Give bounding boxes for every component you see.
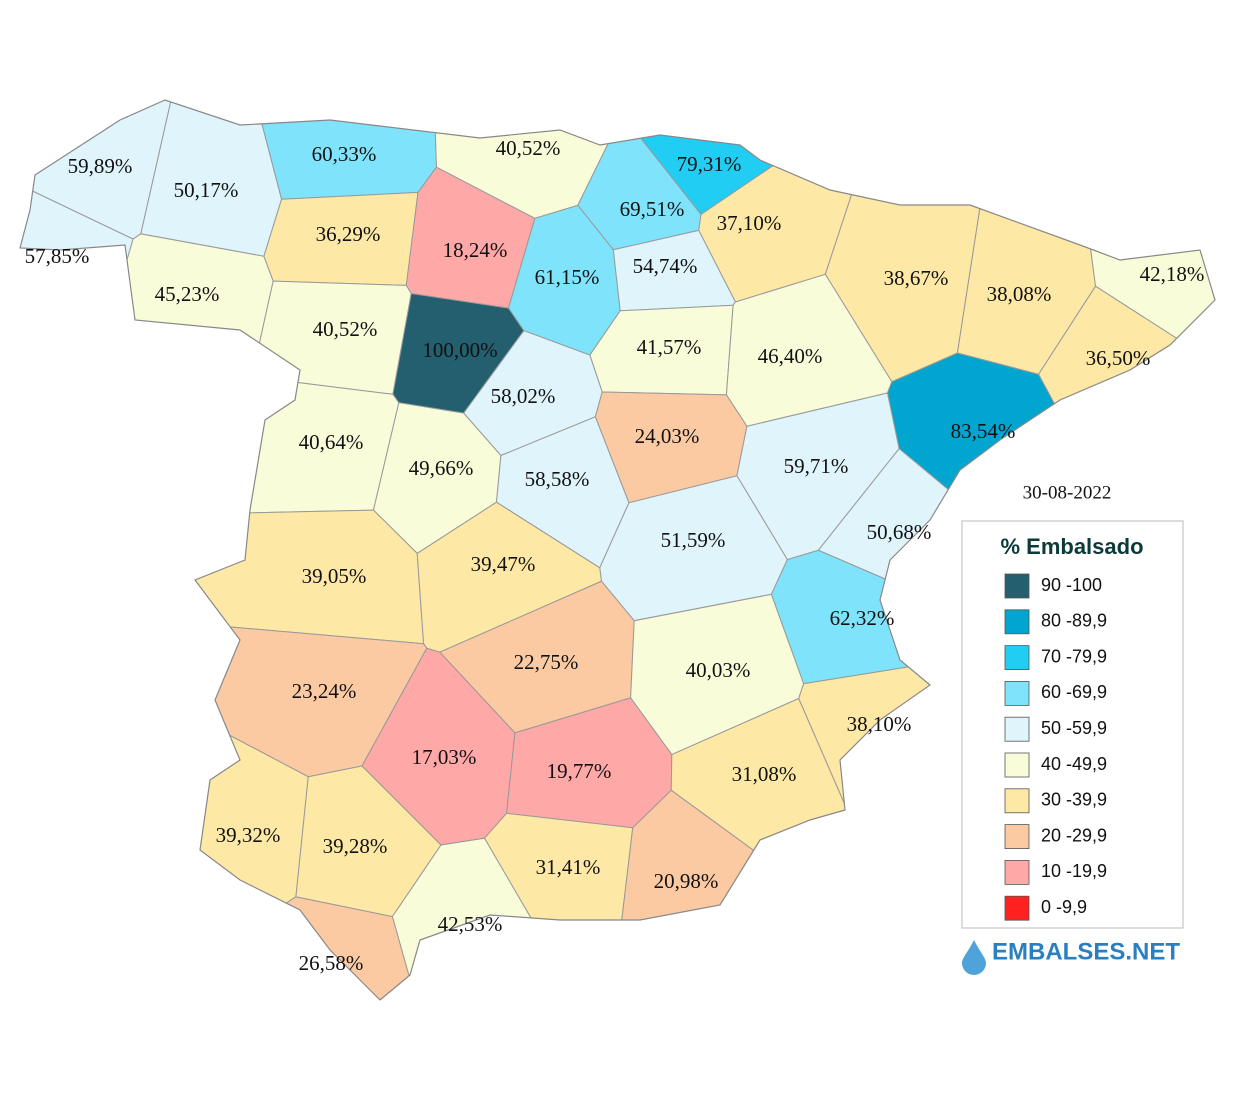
region-label: 60,33%: [312, 142, 377, 166]
region-label: 54,74%: [633, 254, 698, 278]
region-label: 19,77%: [547, 759, 612, 783]
legend-label: 60 -69,9: [1041, 682, 1107, 702]
legend-box: [961, 520, 1184, 929]
region-label: 24,03%: [635, 424, 700, 448]
region-label: 38,08%: [987, 282, 1052, 306]
legend-swatch: [1004, 895, 1030, 921]
legend-label: 10 -19,9: [1041, 861, 1107, 881]
legend-label: 20 -29,9: [1041, 825, 1107, 845]
region-label: 57,85%: [25, 244, 90, 268]
region-label: 38,10%: [847, 712, 912, 736]
legend-label: 90 -100: [1041, 575, 1102, 595]
region-label: 50,68%: [867, 520, 932, 544]
legend-swatch: [1004, 788, 1030, 814]
region-label: 46,40%: [758, 344, 823, 368]
region-label: 45,23%: [155, 282, 220, 306]
region-label: 50,17%: [174, 178, 239, 202]
legend-swatch: [1004, 609, 1030, 635]
region-label: 36,50%: [1086, 346, 1151, 370]
region-label: 38,67%: [884, 266, 949, 290]
region-label: 18,24%: [443, 238, 508, 262]
region-label: 40,52%: [313, 317, 378, 341]
legend: 90 -100 80 -89,9 70 -79,9 60 -69,9 50 -59,9 4…: [1004, 573, 1107, 921]
legend-label: 0 -9,9: [1041, 897, 1087, 917]
region: [20, 174, 134, 589]
region-label: 36,29%: [316, 222, 381, 246]
region-label: 42,53%: [438, 912, 503, 936]
country-outline: [19, 99, 1216, 1001]
legend-label: 50 -59,9: [1041, 718, 1107, 738]
region-label: 40,52%: [496, 136, 561, 160]
legend-swatch: [1004, 573, 1030, 599]
region: [20, 896, 448, 1000]
region-label: 31,41%: [536, 855, 601, 879]
brand: EMBALSES.NET: [992, 938, 1180, 965]
legend-swatch: [1004, 752, 1030, 778]
region-label: 79,31%: [677, 152, 742, 176]
region-label: 17,03%: [412, 745, 477, 769]
region-label: 59,89%: [68, 154, 133, 178]
legend-label: 70 -79,9: [1041, 646, 1107, 666]
region-label: 51,59%: [661, 528, 726, 552]
region: [483, 812, 634, 1000]
region-label: 83,54%: [951, 419, 1016, 443]
brand-icon: [962, 940, 986, 975]
legend-swatch: [1004, 645, 1030, 670]
region-label: 100,00%: [422, 338, 497, 362]
region-label: 59,71%: [784, 454, 849, 478]
legend-label: 30 -39,9: [1041, 790, 1107, 810]
region-label: 31,08%: [732, 762, 797, 786]
legend-label: 40 -49,9: [1041, 754, 1107, 774]
legend-swatch: [1004, 681, 1030, 706]
date: 30-08-2022: [1023, 482, 1112, 503]
legend-label: 80 -89,9: [1041, 611, 1107, 631]
region-label: 20,98%: [654, 869, 719, 893]
region-label: 62,32%: [830, 606, 895, 630]
region-label: 26,58%: [299, 951, 364, 975]
region-label: 61,15%: [535, 265, 600, 289]
labels: 59,89% 50,17% 57,85% 60,33% 40,52% 79,31% 69,5…: [25, 136, 1205, 975]
region-label: 58,02%: [491, 384, 556, 408]
region-label: 39,32%: [216, 823, 281, 847]
region-label: 39,05%: [302, 564, 367, 588]
legend-title: % Embalsado: [1000, 534, 1143, 559]
region-label: 22,75%: [514, 650, 579, 674]
region-label: 41,57%: [637, 335, 702, 359]
region-label: 69,51%: [620, 197, 685, 221]
region-label: 23,24%: [292, 679, 357, 703]
region-label: 40,64%: [299, 430, 364, 454]
region-label: 39,47%: [471, 552, 536, 576]
region-label: 42,18%: [1140, 262, 1205, 286]
region-label: 58,58%: [525, 467, 590, 491]
region-label: 49,66%: [409, 456, 474, 480]
legend-swatch: [1004, 824, 1030, 849]
region-label: 39,28%: [323, 834, 388, 858]
region-label: 37,10%: [717, 211, 782, 235]
legend-swatch: [1004, 716, 1030, 742]
region-label: 40,03%: [686, 658, 751, 682]
legend-swatch: [1004, 860, 1030, 885]
